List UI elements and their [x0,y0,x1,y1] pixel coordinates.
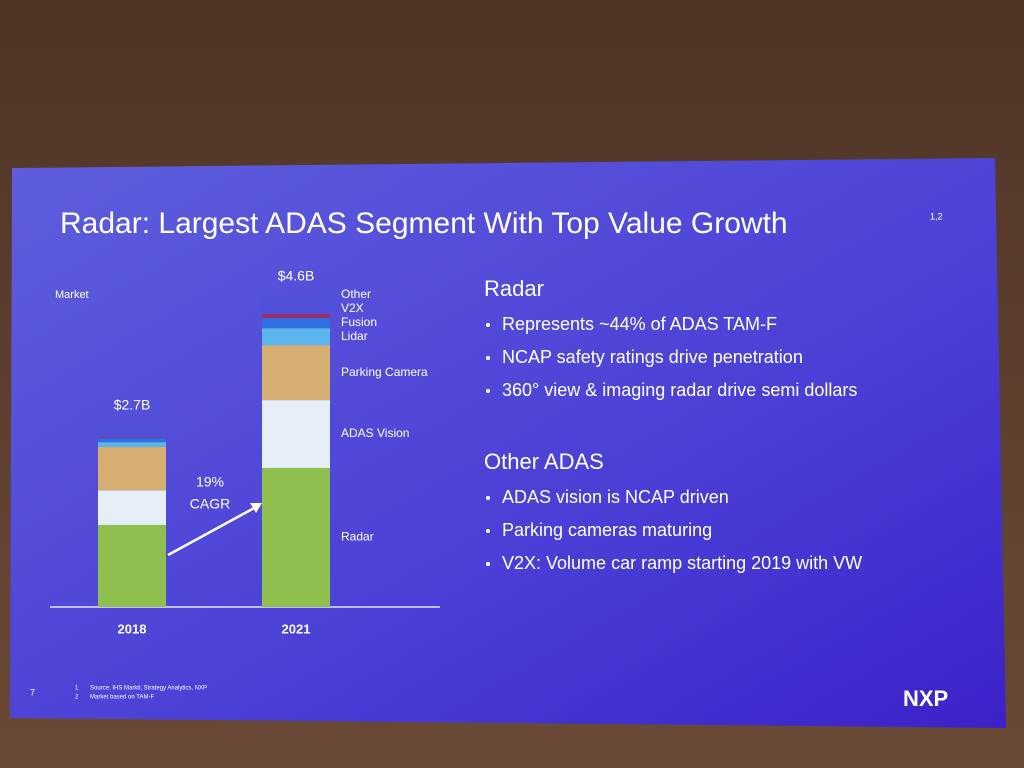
logo: NXP [903,686,948,711]
bar-segment [98,446,166,491]
bullet-dot [486,529,490,533]
bar-segment [262,328,330,346]
bullet-dot [486,496,490,500]
title-note: 1,2 [930,211,943,221]
footnote-text: Market based on TAM-F [90,695,154,701]
bar-segment [262,345,330,401]
footnote-text: Source: IHS Markit, Strategy Analytics, … [90,686,207,692]
slide [10,158,1006,728]
x-tick-label: 2018 [118,621,147,636]
bullet-text: 360° view & imaging radar drive semi dol… [502,380,857,400]
annotation: 19% [196,474,224,490]
bar-segment [262,313,330,319]
slide-title: Radar: Largest ADAS Segment With Top Val… [60,207,788,240]
total-label: $2.7B [114,397,151,413]
bar-segment [98,437,166,439]
legend-label: Radar [341,530,374,544]
legend-label: Other [341,287,371,301]
bullet-text: Parking cameras maturing [502,520,712,540]
page-number: 7 [30,687,35,697]
y-label: Market [55,289,89,301]
section-heading: Other ADAS [484,449,604,474]
legend-label: V2X [341,301,364,315]
arrow-head [250,503,262,513]
bar-segment [262,318,330,329]
bar-segment [98,524,166,607]
legend-label: ADAS Vision [341,426,409,440]
bullet-dot [486,562,490,566]
footnote-mark: 1 [75,686,79,692]
annotation: CAGR [190,496,230,512]
bullet-text: Represents ~44% of ADAS TAM-F [502,314,777,334]
bar-segment [262,467,330,607]
legend-label: Lidar [341,329,368,343]
bar-segment [98,423,166,438]
bar-segment [262,400,330,468]
total-label: $4.6B [278,268,315,284]
bar-segment [98,442,166,447]
legend-label: Fusion [341,315,377,329]
bullet-text: NCAP safety ratings drive penetration [502,347,803,367]
bullet-text: V2X: Volume car ramp starting 2019 with … [502,553,862,573]
bar-segment [262,295,330,314]
x-tick-label: 2021 [282,621,311,636]
bullet-dot [486,356,490,360]
bullet-dot [486,323,490,327]
bullet-dot [486,389,490,393]
bar-segment [98,490,166,525]
section-heading: Radar [484,276,544,301]
cagr-arrow [167,505,257,557]
footnote-mark: 2 [75,695,79,701]
bullet-text: ADAS vision is NCAP driven [502,487,729,507]
bar-segment [98,438,166,443]
legend-label: Parking Camera [341,365,428,379]
